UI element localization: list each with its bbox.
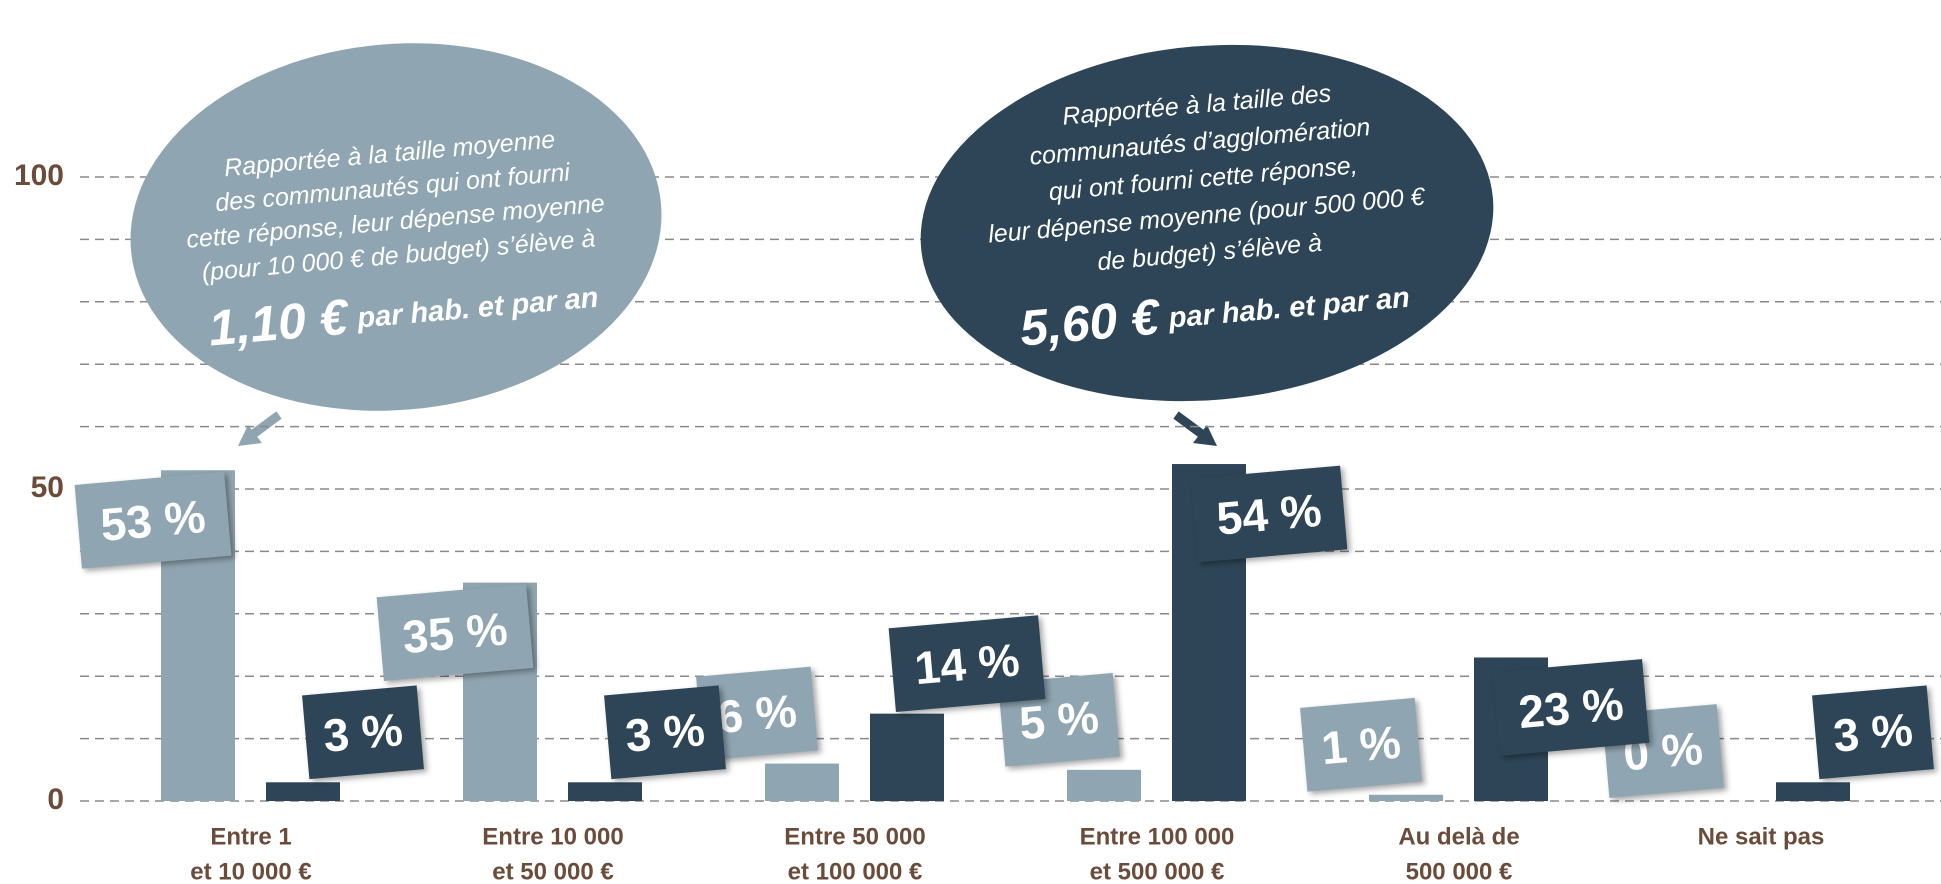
value-label-box: 1 % — [1300, 697, 1422, 792]
value-label: 3 % — [623, 703, 706, 762]
x-tick-label: Entre 50 000 — [784, 823, 925, 850]
label-box — [74, 471, 232, 569]
x-tick-label: et 10 000 € — [190, 858, 311, 884]
bar — [870, 713, 944, 801]
label-box — [1190, 465, 1348, 563]
x-tick-label: 500 000 € — [1406, 858, 1513, 884]
label-box — [376, 584, 534, 681]
value-label-box: 6 % — [696, 666, 818, 761]
value-label-box: 3 % — [604, 685, 726, 780]
value-label-box: 23 % — [1492, 659, 1650, 756]
label-box — [1300, 697, 1422, 792]
x-tick-label: et 50 000 € — [492, 858, 613, 884]
y-tick-label: 0 — [47, 783, 64, 816]
value-label: 54 % — [1215, 484, 1324, 545]
arrow — [249, 411, 282, 439]
bar — [1067, 769, 1141, 801]
annotation-amount: 5,60 € — [1018, 289, 1164, 357]
arrow-head — [238, 425, 262, 446]
x-tick-label: et 100 000 € — [788, 858, 923, 884]
value-label: 23 % — [1517, 677, 1626, 738]
annotation-amount: 1,10 € — [206, 289, 352, 357]
bar — [266, 782, 340, 801]
label-box — [888, 615, 1046, 713]
y-tick-label: 50 — [31, 471, 64, 504]
x-tick-label: Entre 100 000 — [1080, 823, 1235, 850]
value-label: 5 % — [1017, 691, 1100, 750]
label-box — [1812, 685, 1934, 780]
x-tick-label: Entre 1 — [210, 823, 291, 850]
label-box — [1492, 659, 1650, 756]
x-tick-label: Entre 10 000 — [482, 823, 623, 850]
x-tick-label: Ne sait pas — [1698, 823, 1825, 850]
value-label: 53 % — [99, 490, 208, 551]
label-box — [302, 685, 424, 780]
bubble — [130, 43, 662, 411]
x-tick-label: Au delà de — [1398, 823, 1519, 850]
arrow — [1173, 411, 1206, 439]
bubble — [920, 44, 1494, 402]
value-label-box: 3 % — [1812, 685, 1934, 780]
x-tick-label: et 500 000 € — [1090, 858, 1225, 884]
bar — [1369, 794, 1443, 801]
bar — [568, 782, 642, 801]
value-label: 6 % — [715, 684, 798, 743]
y-tick-label: 100 — [14, 159, 64, 192]
bar — [1776, 782, 1850, 801]
value-label-box: 3 % — [302, 685, 424, 780]
value-label-box: 53 % — [74, 471, 232, 569]
value-label: 3 % — [1831, 703, 1914, 762]
label-box — [604, 685, 726, 780]
value-label: 35 % — [401, 602, 510, 663]
value-label-box: 35 % — [376, 584, 534, 681]
value-label: 1 % — [1319, 716, 1402, 775]
arrows — [238, 411, 1217, 446]
value-label: 3 % — [321, 703, 404, 762]
value-label-box: 54 % — [1190, 465, 1348, 563]
arrow-head — [1193, 425, 1217, 446]
bar — [765, 763, 839, 801]
label-box — [696, 666, 818, 761]
value-label: 14 % — [913, 633, 1022, 694]
value-label-box: 14 % — [888, 615, 1046, 713]
